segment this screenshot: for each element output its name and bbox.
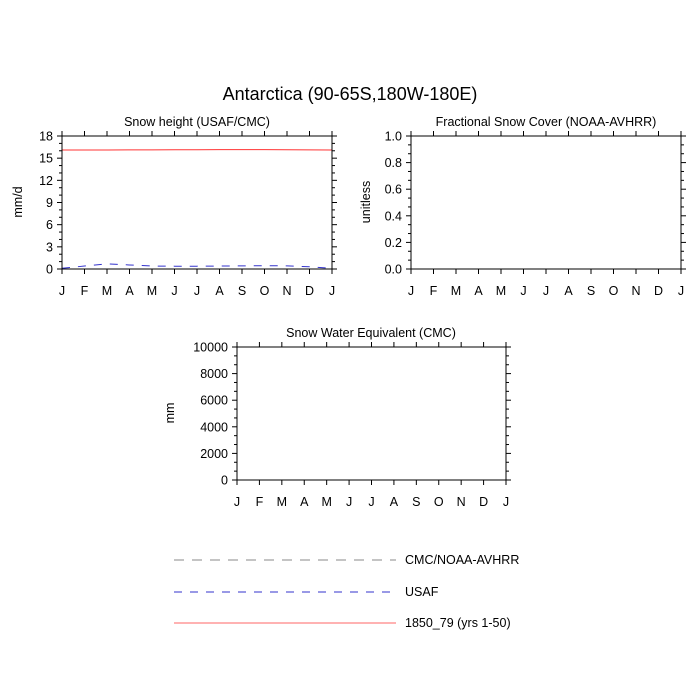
legend: CMC/NOAA-AVHRR USAF 1850_79 (yrs 1-50) [174,553,519,630]
xtick-label-snow-cover-3: A [474,284,483,298]
xtick-label-swe-0: J [234,495,240,509]
xtick-label-snow-height-8: S [238,284,246,298]
xtick-label-swe-2: M [277,495,287,509]
ytick-label-snow-cover-4: 0.8 [385,156,402,170]
xtick-label-snow-height-4: M [147,284,157,298]
xtick-label-snow-cover-12: J [678,284,684,298]
xtick-label-snow-cover-4: M [496,284,506,298]
ytick-label-snow-cover-0: 0.0 [385,263,402,277]
ytick-label-snow-height-2: 6 [46,218,53,232]
xtick-label-snow-cover-11: D [654,284,663,298]
ytick-label-snow-height-3: 9 [46,196,53,210]
xtick-label-swe-7: A [390,495,399,509]
xtick-label-snow-height-2: M [102,284,112,298]
ytick-label-snow-height-5: 15 [39,152,53,166]
xtick-label-snow-cover-0: J [408,284,414,298]
xtick-label-swe-4: M [321,495,331,509]
ytick-label-swe-5: 10000 [193,341,228,355]
ytick-label-snow-cover-1: 0.2 [385,236,402,250]
ytick-label-snow-cover-3: 0.6 [385,183,402,197]
panel-swe-ylabel: mm [163,403,177,424]
xtick-label-snow-height-11: D [305,284,314,298]
xtick-label-snow-cover-9: O [609,284,619,298]
ytick-label-snow-cover-2: 0.4 [385,209,402,223]
ytick-label-swe-1: 2000 [200,447,228,461]
panel-snow-height: Snow height (USAF/CMC) mm/d 0 3 6 9 12 15 18 J F… [11,115,337,298]
legend-label-usaf: USAF [405,585,439,599]
series-line-snow-height-1 [61,263,333,269]
figure-title: Antarctica (90-65S,180W-180E) [223,84,478,104]
legend-label-cmc: CMC/NOAA-AVHRR [405,553,519,567]
xtick-label-swe-1: F [256,495,264,509]
xtick-label-snow-height-12: J [329,284,335,298]
panel-swe-title: Snow Water Equivalent (CMC) [286,326,456,340]
xtick-label-snow-cover-6: J [543,284,549,298]
ytick-label-swe-0: 0 [221,474,228,488]
xtick-label-swe-5: J [346,495,352,509]
xtick-label-snow-height-3: A [125,284,134,298]
xtick-label-snow-cover-7: A [564,284,573,298]
xtick-label-snow-height-9: O [260,284,270,298]
xtick-label-swe-9: O [434,495,444,509]
xtick-label-swe-12: J [503,495,509,509]
ytick-label-snow-height-1: 3 [46,240,53,254]
panel-snow-cover-title: Fractional Snow Cover (NOAA-AVHRR) [436,115,657,129]
xtick-label-snow-height-1: F [81,284,89,298]
xtick-label-snow-cover-8: S [587,284,595,298]
xtick-label-snow-height-7: A [215,284,224,298]
panel-snow-height-title: Snow height (USAF/CMC) [124,115,270,129]
panel-snow-cover: Fractional Snow Cover (NOAA-AVHRR) unitl… [359,115,686,298]
xtick-label-snow-height-6: J [194,284,200,298]
ytick-label-swe-3: 6000 [200,394,228,408]
xtick-label-snow-cover-5: J [520,284,526,298]
ytick-label-snow-height-0: 0 [46,263,53,277]
xtick-label-snow-cover-10: N [631,284,640,298]
xtick-label-snow-height-5: J [171,284,177,298]
plot-frame-snow-height [61,135,333,270]
xtick-label-swe-6: J [368,495,374,509]
xtick-label-snow-height-0: J [59,284,65,298]
ytick-label-snow-height-6: 18 [39,130,53,144]
ytick-label-snow-height-4: 12 [39,174,53,188]
xtick-label-swe-10: N [457,495,466,509]
xtick-label-snow-height-10: N [282,284,291,298]
ytick-label-snow-cover-5: 1.0 [385,130,402,144]
panel-snow-cover-ylabel: unitless [359,181,373,223]
legend-label-model: 1850_79 (yrs 1-50) [405,616,511,630]
ytick-label-swe-4: 8000 [200,367,228,381]
panel-snow-height-ylabel: mm/d [11,186,25,217]
xtick-label-snow-cover-1: F [430,284,438,298]
xtick-label-swe-8: S [412,495,420,509]
xtick-label-swe-11: D [479,495,488,509]
panel-swe: Snow Water Equivalent (CMC) mm 0 2000 4000… [163,326,511,509]
plot-frame-swe [236,346,507,481]
xtick-label-snow-cover-2: M [451,284,461,298]
plot-frame-snow-cover [410,135,682,270]
xtick-label-swe-3: A [300,495,309,509]
ytick-label-swe-2: 4000 [200,420,228,434]
